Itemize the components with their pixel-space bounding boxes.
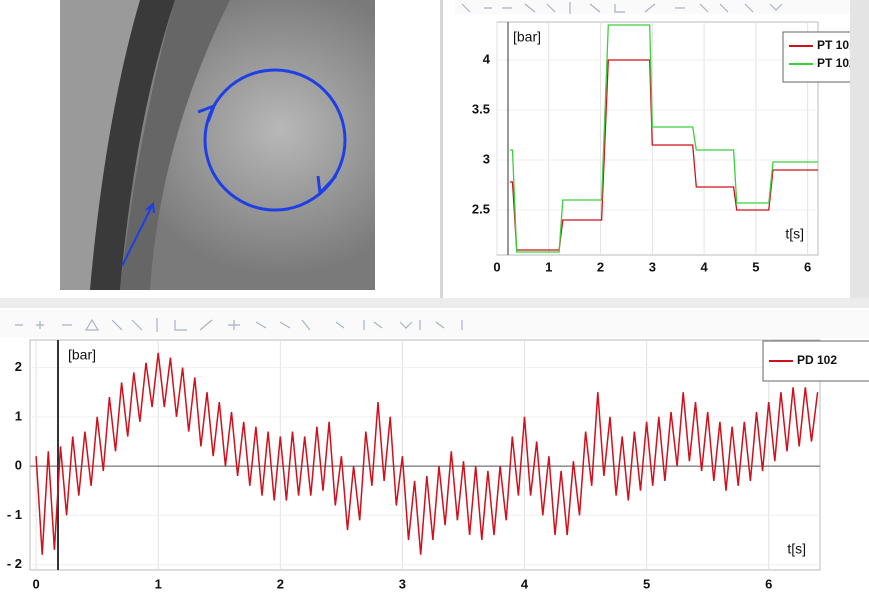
legend-box — [782, 31, 850, 83]
x-tick-label: 6 — [804, 259, 811, 274]
x-tick-label: 4 — [521, 576, 529, 591]
y-tick-label: - 1 — [7, 507, 22, 522]
y-tick-label: 1 — [15, 408, 22, 423]
x-tick-label: 3 — [649, 259, 656, 274]
x-tick-label: 5 — [643, 576, 650, 591]
data-line — [35, 352, 819, 555]
data-line — [509, 24, 818, 253]
y-tick-label: 4 — [483, 51, 491, 66]
y-tick-label: 0 — [15, 458, 22, 473]
toolbar-icons — [15, 2, 783, 332]
splitter — [0, 298, 869, 308]
scroll-strip — [850, 0, 869, 298]
y-axis-label: [bar] — [513, 29, 541, 45]
splitter — [440, 0, 443, 298]
x-tick-label: 4 — [700, 259, 708, 274]
chart: 0 1 2 3 4 5 6 2.5 3 3.5 4 [bar] t[s] PT 101 PT 102 — [472, 21, 856, 274]
toolbar[interactable] — [455, 0, 850, 14]
x-tick-label: 1 — [155, 576, 162, 591]
y-tick-label: - 2 — [7, 556, 22, 571]
x-tick-label: 1 — [545, 259, 552, 274]
y-tick-label: 2.5 — [472, 201, 490, 216]
x-tick-label: 2 — [597, 259, 604, 274]
x-axis-label: t[s] — [787, 541, 806, 557]
y-axis-label: [bar] — [68, 347, 96, 363]
x-axis-label: t[s] — [785, 226, 804, 242]
y-tick-label: 2 — [15, 359, 22, 374]
y-tick-label: 3 — [483, 151, 490, 166]
x-tick-label: 3 — [399, 576, 406, 591]
legend-label: PT 101 — [817, 38, 856, 52]
plot-frame — [29, 339, 821, 571]
toolbar[interactable] — [0, 310, 869, 338]
x-tick-label: 0 — [493, 259, 500, 274]
x-tick-label: 5 — [752, 259, 759, 274]
x-tick-label: 6 — [765, 576, 772, 591]
x-tick-label: 0 — [32, 576, 39, 591]
x-tick-label: 2 — [277, 576, 284, 591]
y-tick-label: 3.5 — [472, 101, 490, 116]
plot-frame — [496, 21, 819, 256]
camera-image — [60, 0, 375, 290]
chart: 0 1 2 3 4 5 6 - 2 - 1 0 1 2 [bar] t[s] PD 102 — [7, 339, 869, 591]
legend-label: PD 102 — [797, 353, 837, 367]
data-line — [509, 59, 818, 251]
legend-label: PT 102 — [817, 56, 856, 70]
